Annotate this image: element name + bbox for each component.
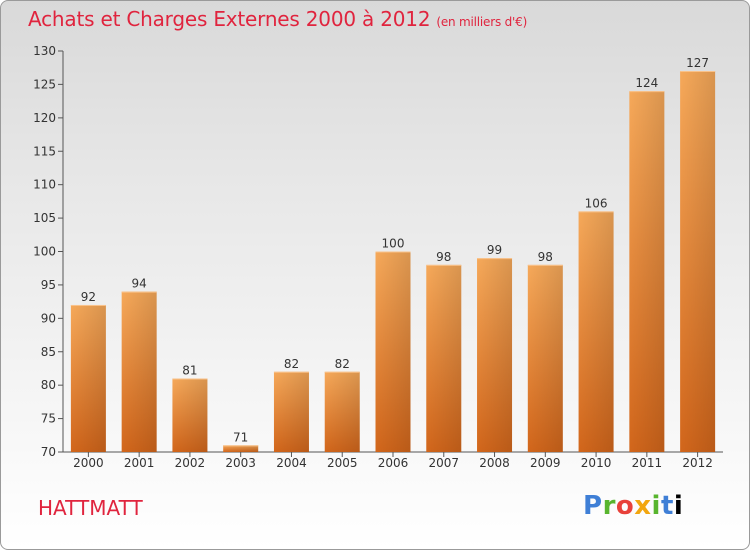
y-tick-label: 105 — [33, 211, 56, 225]
logo-letter: o — [615, 491, 635, 521]
y-tick-label: 70 — [41, 445, 56, 459]
y-tick-label: 90 — [41, 311, 56, 325]
x-tick-label: 2008 — [479, 456, 510, 470]
bar-shade — [70, 304, 106, 452]
logo-letter: i — [673, 491, 684, 521]
bar-shade — [324, 371, 360, 452]
bar-shade — [578, 211, 614, 452]
x-tick-label: 2003 — [225, 456, 256, 470]
chart-unit: (en milliers d'€) — [436, 15, 528, 29]
x-tick-label: 2001 — [124, 456, 155, 470]
bar-shade — [426, 264, 462, 452]
bar-value-label: 127 — [686, 56, 709, 70]
proxiti-logo[interactable]: Proxiti — [583, 491, 683, 521]
commune-name: HATTMATT — [38, 496, 143, 520]
y-tick-label: 95 — [41, 278, 56, 292]
x-tick-label: 2002 — [175, 456, 206, 470]
bar-value-label: 82 — [335, 357, 350, 371]
bar-value-label: 81 — [182, 363, 197, 377]
bar-shade — [172, 378, 208, 452]
logo-letter: P — [583, 491, 603, 521]
x-tick-label: 2007 — [428, 456, 459, 470]
x-tick-label: 2011 — [632, 456, 663, 470]
bar-shade — [477, 258, 513, 452]
bar-shade — [680, 71, 716, 453]
bar-value-label: 82 — [284, 357, 299, 371]
x-tick-label: 2010 — [581, 456, 612, 470]
x-tick-label: 2012 — [682, 456, 713, 470]
bar-shade — [223, 445, 259, 452]
bar-shade — [527, 264, 563, 452]
x-tick-label: 2004 — [276, 456, 307, 470]
bar-value-label: 106 — [585, 196, 608, 210]
x-tick-label: 2000 — [73, 456, 104, 470]
y-tick-label: 120 — [33, 111, 56, 125]
bar-value-label: 98 — [538, 250, 553, 264]
x-tick-label: 2009 — [530, 456, 561, 470]
logo-letter: r — [602, 491, 616, 521]
bar-value-label: 92 — [81, 290, 96, 304]
logo-letter: t — [660, 491, 674, 521]
chart-title: Achats et Charges Externes 2000 à 2012 (e… — [28, 7, 527, 31]
y-tick-label: 85 — [41, 345, 56, 359]
bar-value-label: 99 — [487, 243, 502, 257]
bar-value-label: 71 — [233, 430, 248, 444]
chart-axes: 70 75 80 85 90 95 100 105 110 115 120 125 130 2000 200… — [33, 44, 723, 470]
bar-shade — [629, 91, 665, 452]
y-tick-label: 115 — [33, 144, 56, 158]
bar-value-label: 98 — [436, 250, 451, 264]
bar-shade — [273, 371, 309, 452]
y-tick-label: 75 — [41, 412, 56, 426]
chart-bars — [70, 71, 716, 453]
y-tick-label: 130 — [33, 44, 56, 58]
y-tick-label: 100 — [33, 245, 56, 259]
chart-data-labels: 92 94 81 71 82 82 100 98 99 98 106 124 127 — [81, 56, 709, 444]
bar-shade — [375, 251, 411, 452]
y-tick-label: 110 — [33, 178, 56, 192]
bar-value-label: 100 — [382, 237, 405, 251]
y-tick-label: 125 — [33, 77, 56, 91]
logo-letter: i — [651, 491, 661, 521]
logo-letter: x — [634, 491, 652, 521]
y-tick-label: 80 — [41, 378, 56, 392]
bar-value-label: 124 — [635, 76, 658, 90]
x-tick-label: 2006 — [378, 456, 409, 470]
bar-shade — [121, 291, 157, 452]
x-tick-label: 2005 — [327, 456, 358, 470]
chart-title-text: Achats et Charges Externes 2000 à 2012 — [28, 7, 431, 31]
bar-value-label: 94 — [132, 277, 147, 291]
